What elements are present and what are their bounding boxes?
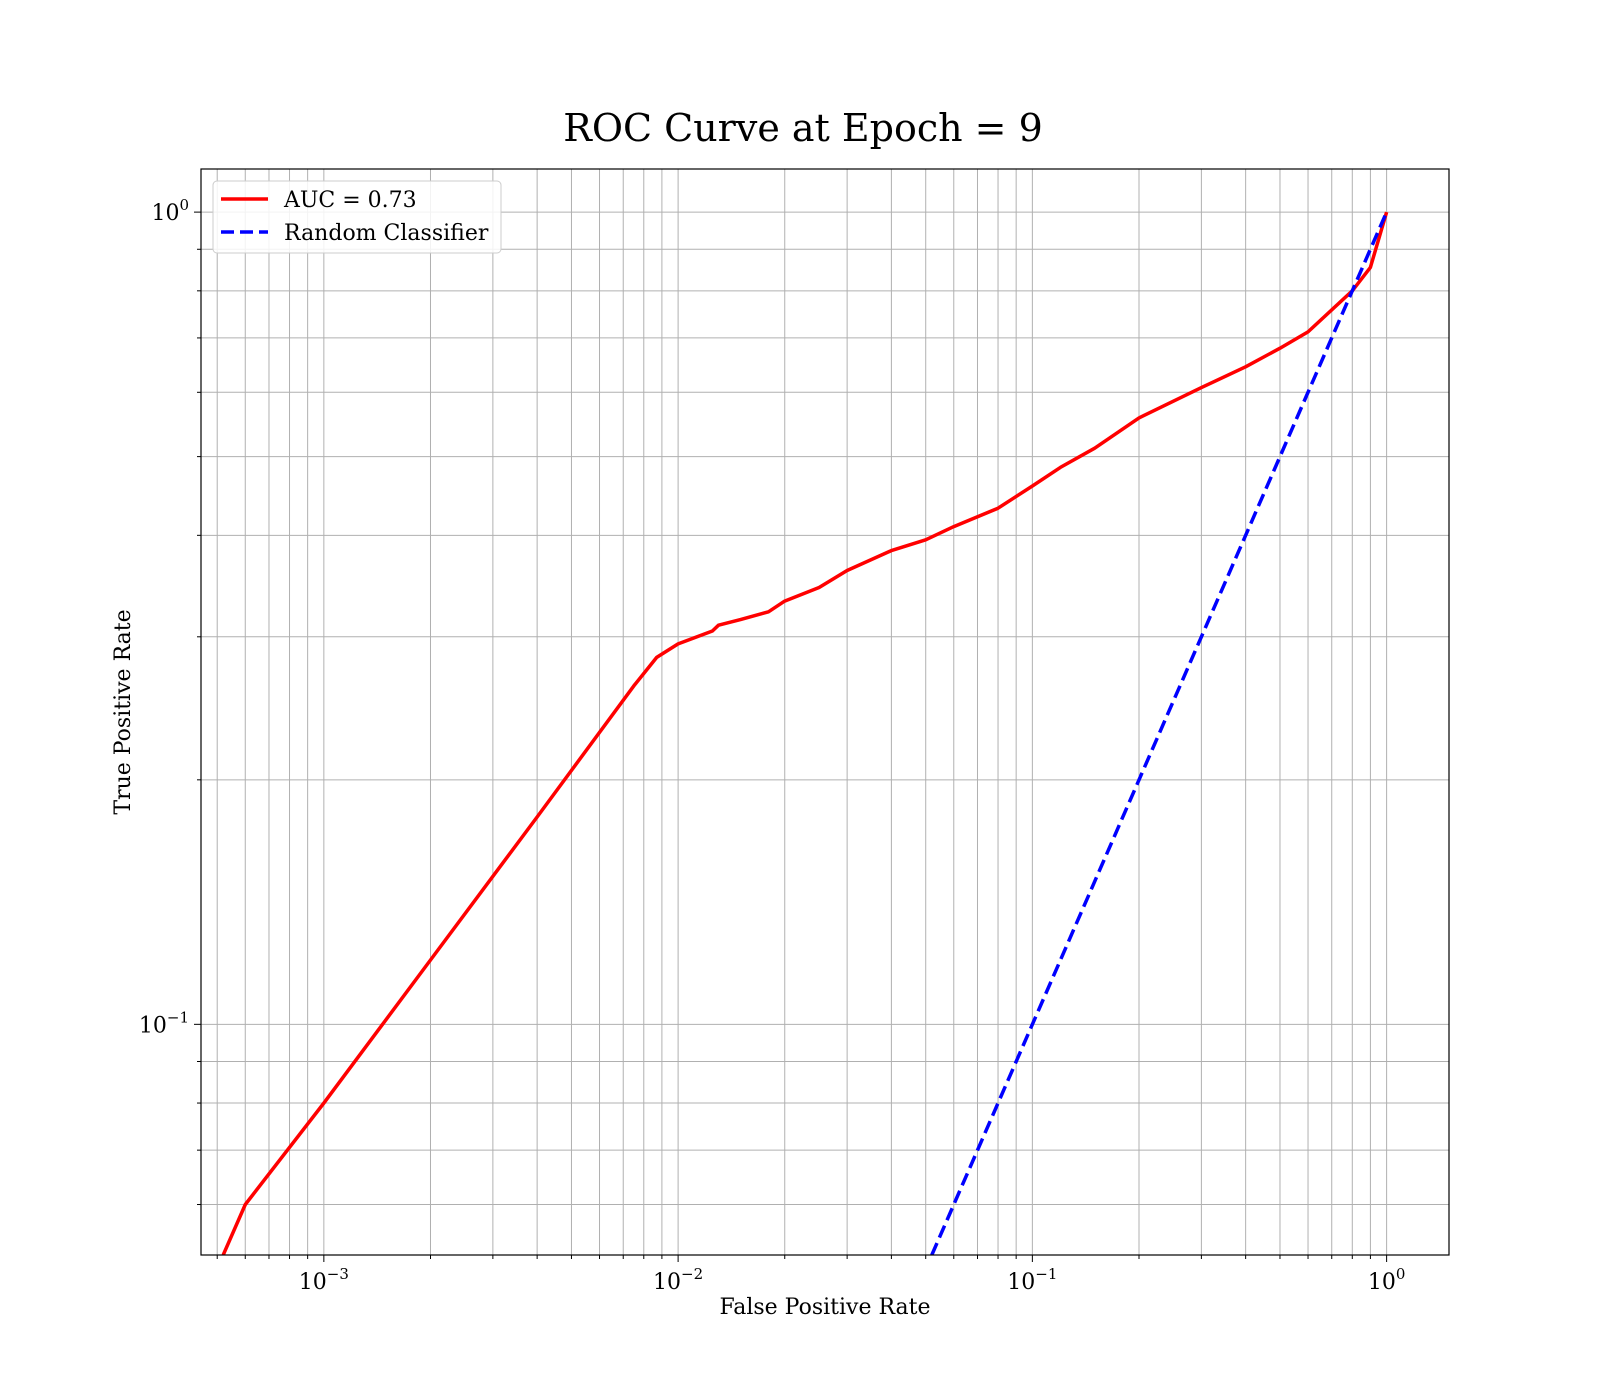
x-tick-label: 10−3	[299, 1265, 349, 1295]
series-line-0	[221, 211, 1389, 1255]
y-tick-label: 100	[151, 196, 189, 226]
y-axis-label: True Positive Rate	[111, 609, 136, 814]
legend-label-1: Random Classifier	[284, 221, 489, 246]
legend-box	[212, 180, 502, 254]
legend-label-0: AUC = 0.73	[283, 188, 417, 213]
series-line-1	[930, 211, 1389, 1255]
legend: AUC = 0.73 Random Classifier	[212, 180, 502, 254]
plot-area	[221, 211, 1389, 1255]
ticks: 10−3 10−2 10−1 100 10−1 100	[139, 196, 1406, 1295]
axes-frame	[200, 168, 1450, 1256]
x-tick-label: 10−1	[1007, 1265, 1057, 1295]
y-tick-label: 10−1	[139, 1008, 189, 1038]
x-axis-label: False Positive Rate	[719, 1295, 930, 1320]
chart-title: ROC Curve at Epoch = 9	[563, 106, 1043, 150]
grid	[201, 169, 1449, 1255]
x-tick-label: 100	[1368, 1265, 1406, 1295]
x-tick-label: 10−2	[653, 1265, 703, 1295]
